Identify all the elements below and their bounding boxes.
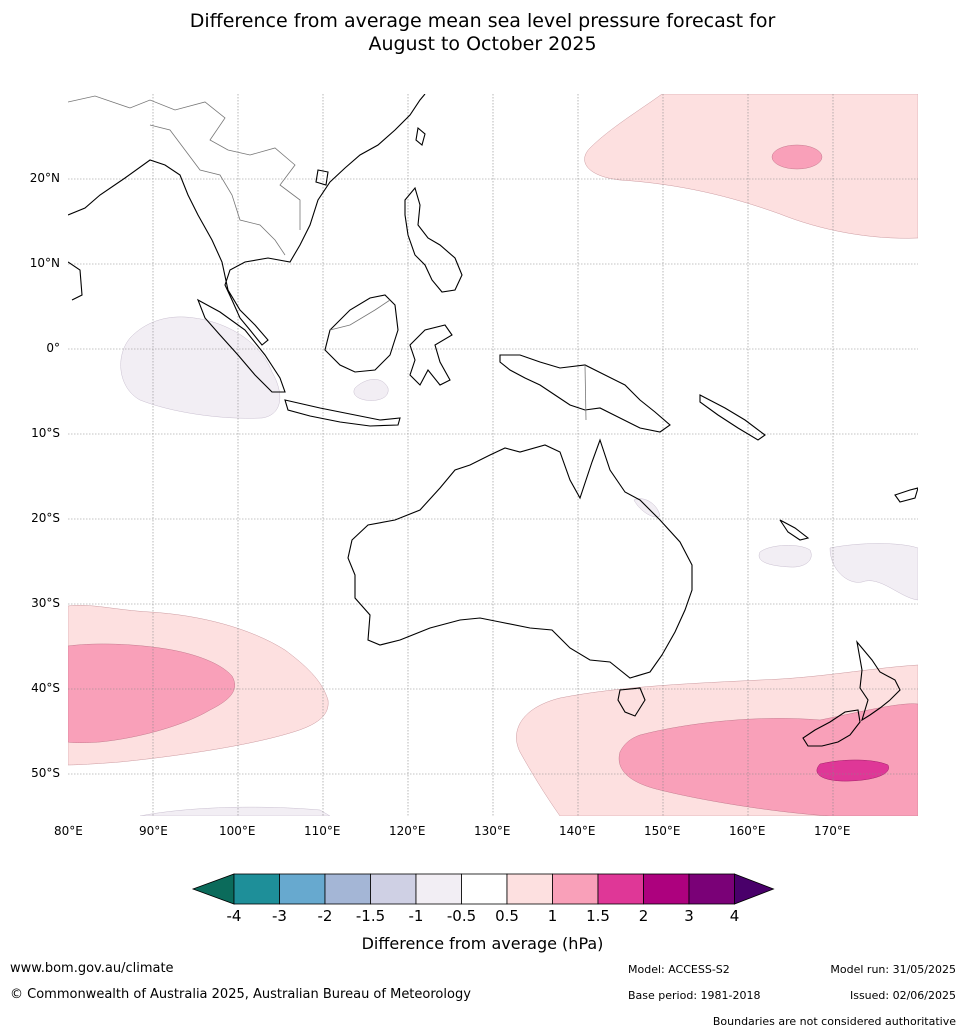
tasmania-coast <box>617 687 646 717</box>
anomaly-1-north-pacific <box>771 144 823 170</box>
indian-subcontinent-coast <box>68 261 83 301</box>
country-borders <box>68 95 587 421</box>
lon-label-160e: 160°E <box>729 824 766 838</box>
colorbar-tick: -2 <box>317 907 333 925</box>
colorbar-tick: 1 <box>547 907 558 925</box>
hainan-coast <box>315 169 329 186</box>
colorbar-segment <box>688 873 735 905</box>
new-zealand-north <box>856 640 901 722</box>
colorbar-tick: 1.5 <box>586 907 610 925</box>
base-period-text: Base period: 1981-2018 <box>628 989 761 1002</box>
colorbar-tick: 0.5 <box>495 907 519 925</box>
lon-label-90e: 90°E <box>139 824 168 838</box>
lat-label-0: 0° <box>46 341 60 355</box>
colorbar-segment <box>324 873 371 905</box>
solomons-coast <box>699 394 766 441</box>
lat-label-50s: 50°S <box>31 766 60 780</box>
colorbar-tick: 2 <box>638 907 649 925</box>
anomaly-negative-pacific-a <box>758 545 812 568</box>
anomaly-negative-southern <box>139 806 331 816</box>
lat-label-10n: 10°N <box>29 256 60 270</box>
colorbar-tick: -3 <box>272 907 287 925</box>
colorbar-tick: -1 <box>408 907 424 925</box>
lat-label-30s: 30°S <box>31 596 60 610</box>
lon-label-80e: 80°E <box>54 824 83 838</box>
colorbar-segment <box>279 873 326 905</box>
new-zealand-south <box>802 709 861 747</box>
anomaly-1-5-tasman <box>816 759 889 782</box>
lat-label-40s: 40°S <box>31 681 60 695</box>
anomaly-negative-pacific-b <box>829 543 918 601</box>
java-coast <box>284 399 401 427</box>
colorbar-segment <box>461 873 508 905</box>
coastlines <box>68 94 918 747</box>
colorbar-segment <box>643 873 690 905</box>
colorbar-title: Difference from average (hPa) <box>361 934 604 953</box>
colorbar-segment <box>506 873 553 905</box>
disclaimer-text: Boundaries are not considered authoritat… <box>712 1015 956 1028</box>
sumatra-coast <box>196 298 286 393</box>
lon-label-100e: 100°E <box>219 824 256 838</box>
lon-label-110e: 110°E <box>304 824 341 838</box>
colorbar <box>191 873 775 905</box>
lon-label-120e: 120°E <box>389 824 426 838</box>
anomaly-negative-coral-sea <box>633 498 661 518</box>
website-link[interactable]: www.bom.gov.au/climate <box>10 961 174 976</box>
title-line-1: Difference from average mean sea level p… <box>189 10 776 32</box>
anomaly-1-southern-indian <box>68 643 235 743</box>
colorbar-segment <box>597 873 644 905</box>
colorbar-segment <box>233 873 280 905</box>
sulawesi-coast <box>409 324 453 386</box>
colorbar-tick: -1.5 <box>355 907 386 925</box>
lon-label-130e: 130°E <box>474 824 511 838</box>
australia-coast <box>347 438 693 679</box>
model-run-text: Model run: 31/05/2025 <box>830 963 956 976</box>
lat-label-20n: 20°N <box>29 171 60 185</box>
chart-title: Difference from average mean sea level p… <box>0 10 965 56</box>
copyright-text: © Commonwealth of Australia 2025, Austra… <box>10 987 471 1002</box>
lon-label-140e: 140°E <box>559 824 596 838</box>
colorbar-extend-high <box>734 873 775 905</box>
colorbar-segment <box>415 873 462 905</box>
fiji-coast <box>894 487 918 503</box>
anomaly-negative-indian-ocean <box>120 316 281 419</box>
forecast-map <box>68 94 918 816</box>
colorbar-tick: 4 <box>729 907 740 925</box>
lon-label-150e: 150°E <box>644 824 681 838</box>
anomaly-1-tasman <box>618 703 918 816</box>
colorbar-segment <box>552 873 599 905</box>
model-text: Model: ACCESS-S2 <box>628 963 730 976</box>
title-line-2: August to October 2025 <box>368 33 597 55</box>
lat-label-10s: 10°S <box>31 426 60 440</box>
new-guinea-coast <box>499 354 671 433</box>
colorbar-segment <box>370 873 417 905</box>
lat-label-20s: 20°S <box>31 511 60 525</box>
colorbar-tick: -4 <box>226 907 242 925</box>
anomaly-negative-java <box>353 379 389 401</box>
colorbar-tick: 3 <box>684 907 694 925</box>
colorbar-extend-low <box>191 873 235 905</box>
borneo-coast <box>324 294 399 373</box>
philippines-coast <box>404 186 463 293</box>
issued-text: Issued: 02/06/2025 <box>849 989 956 1002</box>
colorbar-tick: -0.5 <box>446 907 477 925</box>
new-caledonia-coast <box>779 519 810 541</box>
asia-mainland-coast <box>68 94 426 346</box>
anomaly-positive-north-pacific <box>584 94 918 239</box>
taiwan-coast <box>415 126 426 146</box>
lon-label-170e: 170°E <box>814 824 851 838</box>
